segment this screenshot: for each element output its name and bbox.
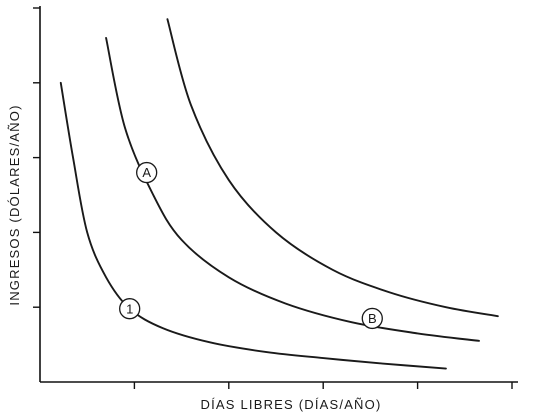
curve-label-a: A [136,161,158,184]
x-axis-label: DÍAS LIBRES (DÍAS/AÑO) [201,397,382,412]
curve-label-circle [361,307,383,330]
curve-label-circle [119,298,141,320]
curve-markers: 1 A B [119,161,383,330]
curve-label-circle [136,161,158,184]
y-axis-label: INGRESOS (DÓLARES/AÑO) [7,104,22,305]
curve-label-text: 1 [126,301,133,316]
curve-label-b: B [361,307,383,330]
curve-label-text: A [142,165,151,180]
curve-label-1: 1 [119,298,141,320]
axes [33,6,518,389]
curves [59,18,499,370]
indifference-curve-2 [105,36,480,342]
curve-label-text: B [368,311,377,326]
indifference-curve-1 [59,81,447,370]
indifference-curve-3 [166,18,499,318]
